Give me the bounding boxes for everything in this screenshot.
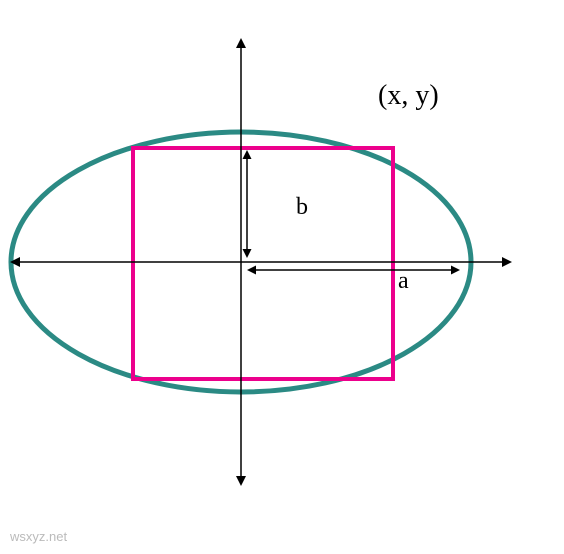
- label-a: a: [398, 268, 409, 294]
- diagram-canvas: (x, y) b a: [0, 0, 564, 554]
- dimension-a: [247, 266, 460, 275]
- watermark-text: wsxyz.net: [10, 529, 67, 544]
- dimension-b: [243, 150, 252, 258]
- label-xy: (x, y): [378, 80, 439, 111]
- inscribed-rectangle: [133, 148, 393, 379]
- x-axis: [10, 257, 512, 267]
- label-b: b: [296, 194, 308, 220]
